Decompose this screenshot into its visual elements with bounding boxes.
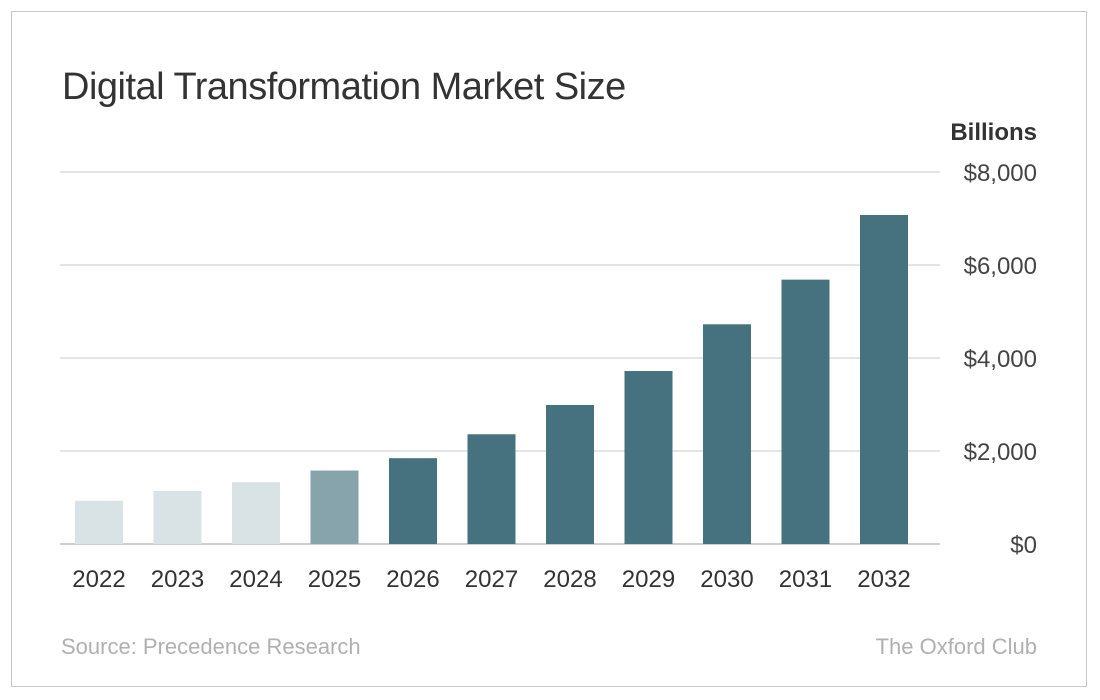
chart-frame bbox=[11, 11, 1087, 687]
y-tick-label: $0 bbox=[1010, 532, 1037, 559]
bar-2028 bbox=[546, 404, 594, 544]
x-tick-label: 2028 bbox=[543, 566, 596, 593]
y-tick-label: $8,000 bbox=[964, 160, 1037, 187]
bar-2030 bbox=[703, 324, 751, 544]
x-tick-label: 2022 bbox=[72, 566, 125, 593]
source-note: Source: Precedence Research bbox=[61, 634, 361, 659]
x-tick-label: 2024 bbox=[229, 566, 282, 593]
y-axis-unit-label: Billions bbox=[950, 119, 1037, 146]
bar-2025 bbox=[310, 470, 359, 544]
bar-2027 bbox=[467, 434, 516, 544]
x-tick-label: 2025 bbox=[308, 566, 361, 593]
x-tick-label: 2031 bbox=[779, 566, 832, 593]
bar-2029 bbox=[624, 371, 673, 544]
x-tick-label: 2027 bbox=[465, 566, 518, 593]
bar-2024 bbox=[232, 482, 280, 544]
bar-2023 bbox=[153, 490, 202, 544]
bar-2031 bbox=[781, 279, 830, 544]
bar-2032 bbox=[860, 215, 908, 544]
x-tick-label: 2026 bbox=[386, 566, 439, 593]
x-tick-label: 2032 bbox=[857, 566, 910, 593]
y-tick-label: $4,000 bbox=[964, 346, 1037, 373]
chart-title: Digital Transformation Market Size bbox=[62, 66, 626, 108]
x-tick-label: 2030 bbox=[700, 566, 753, 593]
brand-label: The Oxford Club bbox=[875, 634, 1037, 659]
bar-2022 bbox=[75, 500, 123, 544]
bar-2026 bbox=[389, 458, 437, 544]
y-tick-label: $6,000 bbox=[964, 253, 1037, 280]
y-tick-label: $2,000 bbox=[964, 439, 1037, 466]
x-tick-label: 2029 bbox=[622, 566, 675, 593]
x-tick-label: 2023 bbox=[151, 566, 204, 593]
